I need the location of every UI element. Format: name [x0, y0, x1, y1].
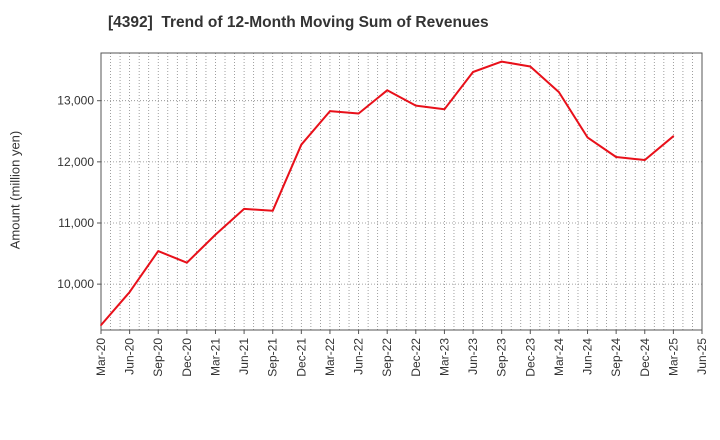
x-tick-label: Sep-24	[609, 338, 623, 377]
x-tick-label: Dec-22	[409, 338, 423, 377]
data-point	[586, 136, 589, 139]
x-tick-label: Mar-20	[94, 338, 108, 376]
data-point	[214, 233, 217, 236]
y-tick-label: 11,000	[58, 216, 94, 230]
x-tick-label: Jun-23	[466, 338, 480, 375]
x-tick-label: Dec-21	[294, 338, 308, 377]
y-tick-label: 13,000	[57, 94, 94, 108]
data-point	[128, 291, 131, 293]
x-tick-label: Mar-21	[208, 338, 222, 376]
x-tick-label: Mar-24	[552, 338, 566, 376]
data-point	[300, 143, 303, 146]
x-tick-label: Sep-23	[495, 338, 509, 377]
x-tick-label: Mar-23	[437, 338, 451, 376]
x-tick-label: Sep-20	[151, 338, 165, 377]
data-point	[472, 71, 474, 73]
x-tick-label: Sep-22	[380, 338, 394, 377]
data-point	[157, 250, 160, 252]
x-tick-label: Jun-20	[123, 338, 137, 375]
data-point	[271, 209, 274, 212]
data-point	[672, 135, 675, 137]
x-tick-label: Jun-22	[352, 338, 366, 375]
data-point	[357, 112, 360, 115]
data-point	[615, 156, 617, 158]
data-point	[643, 159, 646, 161]
x-tick-label: Sep-21	[266, 338, 280, 377]
data-point	[329, 110, 331, 112]
data-point	[100, 324, 102, 326]
x-tick-label: Dec-24	[638, 338, 652, 377]
x-tick-label: Jun-25	[695, 338, 709, 375]
chart-title: [4392] Trend of 12-Month Moving Sum of R…	[108, 14, 489, 31]
y-tick-label: 10,000	[57, 277, 94, 291]
x-tick-label: Dec-20	[180, 338, 194, 377]
x-tick-label: Jun-24	[581, 338, 595, 375]
x-tick-label: Dec-23	[523, 338, 537, 377]
x-tick-label: Jun-21	[237, 338, 251, 375]
plot-area	[100, 52, 703, 331]
data-point	[186, 261, 188, 264]
data-point	[443, 108, 446, 111]
x-tick-label: Mar-25	[666, 338, 680, 376]
x-tick-label: Mar-22	[323, 338, 337, 376]
y-tick-label: 12,000	[57, 155, 94, 169]
data-point	[558, 91, 560, 93]
data-point	[500, 60, 503, 63]
data-point	[529, 65, 532, 68]
data-point	[243, 208, 245, 210]
data-point	[386, 89, 388, 92]
data-point	[415, 104, 417, 107]
